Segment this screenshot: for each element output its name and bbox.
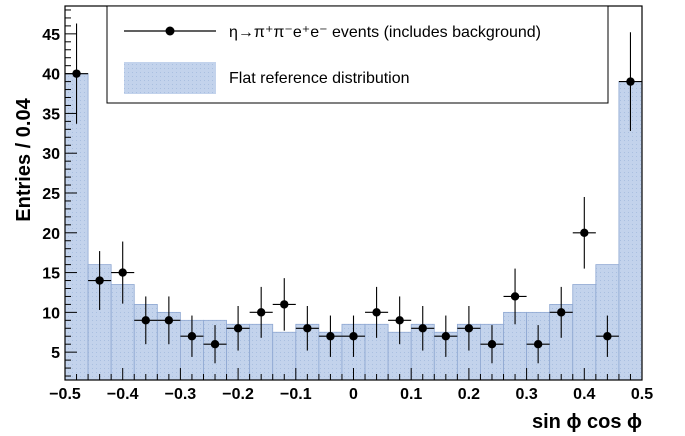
point-marker xyxy=(626,77,635,86)
data-point xyxy=(88,251,112,310)
point-marker xyxy=(580,228,589,237)
point-marker xyxy=(349,332,358,341)
data-point xyxy=(295,305,319,351)
data-point xyxy=(365,286,389,338)
x-tick-label: 0.4 xyxy=(573,386,595,403)
point-marker xyxy=(164,316,174,325)
x-tick-label: 0.2 xyxy=(458,386,480,403)
data-point xyxy=(549,286,573,338)
data-point xyxy=(272,278,296,331)
data-point xyxy=(457,305,481,351)
x-tick-label: −0.5 xyxy=(49,386,81,403)
y-tick-label: 25 xyxy=(42,186,60,203)
y-tick-label: 35 xyxy=(42,106,60,123)
point-marker xyxy=(418,324,427,333)
histogram-bin xyxy=(272,331,297,381)
data-point xyxy=(411,305,435,351)
y-axis-title: Entries / 0.04 xyxy=(13,97,35,221)
x-tick-label: 0 xyxy=(349,386,358,403)
point-marker xyxy=(233,324,243,333)
point-marker xyxy=(141,316,150,325)
data-point xyxy=(526,325,550,364)
data-point xyxy=(503,268,527,325)
point-marker xyxy=(441,332,451,341)
data-point xyxy=(226,305,250,351)
x-tick-label: −0.1 xyxy=(280,386,312,403)
data-point xyxy=(480,325,504,364)
data-point xyxy=(180,315,204,357)
x-tick-label: 0.3 xyxy=(515,386,537,403)
legend-label-events: η→π⁺π⁻e⁺e⁻ events (includes background) xyxy=(229,24,541,41)
legend: η→π⁺π⁻e⁺e⁻ events (includes background) … xyxy=(106,5,609,104)
x-axis-title: sin ϕ cos ϕ xyxy=(532,411,642,433)
point-marker xyxy=(395,316,404,325)
y-tick-label: 45 xyxy=(42,27,60,44)
data-point xyxy=(618,32,642,131)
data-point xyxy=(249,286,273,338)
point-marker xyxy=(118,268,127,277)
x-tick-label: −0.2 xyxy=(222,386,254,403)
point-marker xyxy=(487,339,497,349)
legend-swatch-reference xyxy=(124,62,216,94)
point-marker xyxy=(464,324,474,333)
point-marker xyxy=(187,332,197,341)
point-marker xyxy=(280,300,289,309)
x-tick-label: 0.1 xyxy=(400,386,422,403)
point-marker xyxy=(256,308,266,317)
point-marker xyxy=(510,292,520,301)
y-tick-label: 20 xyxy=(42,226,60,243)
histogram-bin xyxy=(572,284,597,381)
y-tick-label: 40 xyxy=(42,67,60,84)
point-marker xyxy=(372,308,381,317)
data-point xyxy=(388,296,412,345)
y-tick-label: 15 xyxy=(42,266,60,283)
point-marker xyxy=(557,308,566,317)
x-tick-label: 0.5 xyxy=(631,386,653,403)
data-point xyxy=(595,315,619,357)
data-points xyxy=(65,23,642,364)
axis-ticks: −0.5 −0.4 −0.3 −0.2 −0.1 0 0.1 0.2 0.3 0.4 0.5 5 10 1… xyxy=(42,9,653,403)
y-tick-label: 10 xyxy=(42,305,60,322)
point-marker xyxy=(326,332,335,341)
x-tick-label: −0.3 xyxy=(165,386,197,403)
data-point xyxy=(134,296,158,345)
point-marker xyxy=(603,332,612,341)
legend-marker-dot xyxy=(165,26,175,36)
point-marker xyxy=(533,339,543,349)
point-marker xyxy=(95,276,104,285)
y-tick-label: 30 xyxy=(42,146,60,163)
data-point xyxy=(434,315,458,357)
data-point xyxy=(341,315,366,357)
data-point xyxy=(203,325,227,364)
data-point xyxy=(318,315,342,357)
legend-label-reference: Flat reference distribution xyxy=(229,70,410,87)
data-point xyxy=(157,296,181,345)
point-marker xyxy=(210,339,220,349)
x-tick-label: −0.4 xyxy=(107,386,139,403)
data-point xyxy=(111,241,135,304)
point-marker xyxy=(303,324,312,333)
y-tick-label: 5 xyxy=(51,345,60,362)
data-point xyxy=(572,196,596,269)
